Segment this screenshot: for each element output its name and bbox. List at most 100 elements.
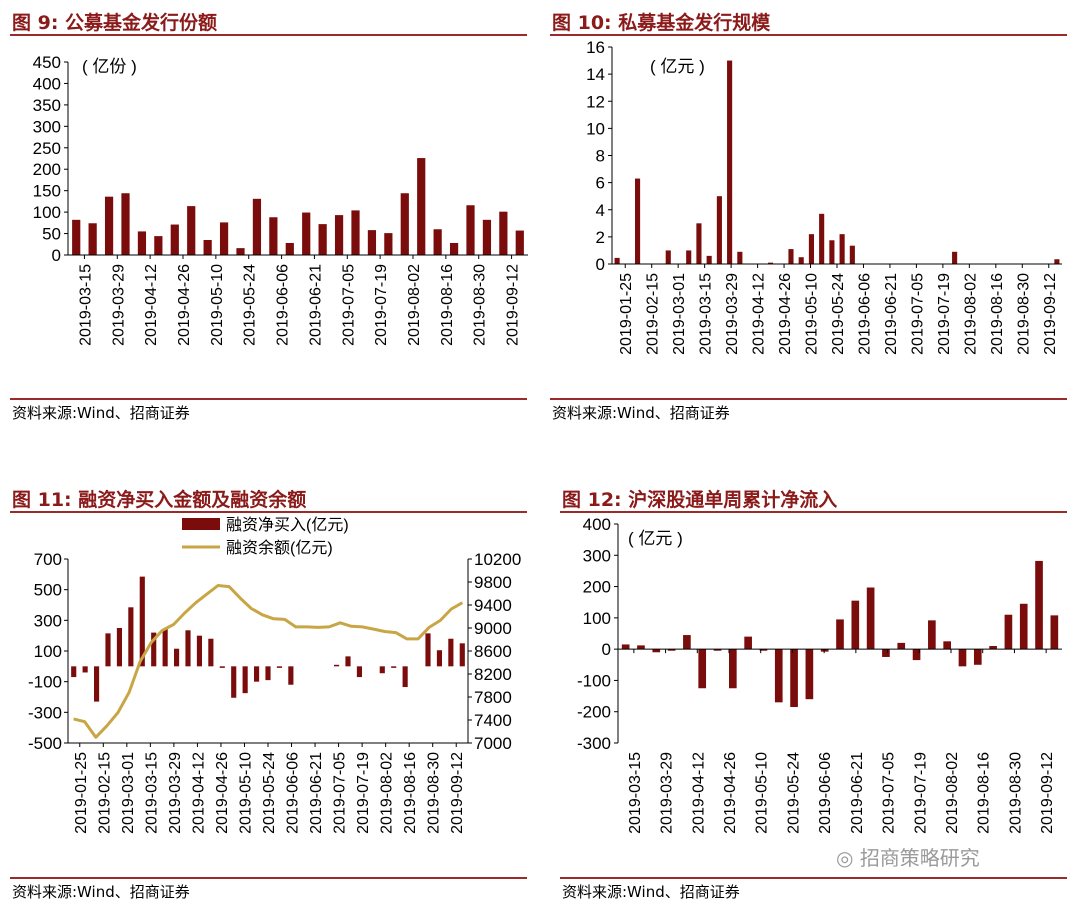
fig10-bar <box>819 213 825 264</box>
fig11-x-tick-label: 2019-03-29 <box>167 752 184 834</box>
fig12-x-tick-label: 2019-05-10 <box>754 752 771 834</box>
fig9-y-tick-label: 300 <box>33 117 61 136</box>
fig12-bar <box>759 649 768 651</box>
watermark: ◎ 招商策略研究 <box>836 846 980 870</box>
fig9-bar <box>351 210 360 255</box>
fig12-bar <box>836 619 844 650</box>
fig11-bar <box>196 635 202 667</box>
fig11-legend-label-bar: 融资净买入(亿元) <box>226 516 349 534</box>
fig9-bar <box>334 215 344 255</box>
fig11-left-tick-label: 300 <box>34 611 62 630</box>
fig10-x-tick-label: 2019-05-24 <box>830 273 847 355</box>
fig9-bar <box>302 212 311 255</box>
fig12-bar <box>912 649 921 661</box>
fig10-x-tick-label: 2019-02-15 <box>645 273 662 355</box>
fig12-bar <box>958 649 967 667</box>
fig9-bar <box>400 193 409 255</box>
fig10-bar <box>839 234 845 264</box>
fig12-x-tick-label: 2019-04-26 <box>722 752 739 834</box>
fig9-bar <box>170 224 179 255</box>
fig11-right-tick-label: 8200 <box>474 665 512 684</box>
fig9-bar <box>72 219 81 255</box>
fig9-x-tick-label: 2019-06-21 <box>307 264 324 346</box>
fig11-x-tick-label: 2019-08-16 <box>402 752 419 834</box>
fig10-y-tick-label: 16 <box>586 38 605 57</box>
fig10-x-tick-label: 2019-05-10 <box>804 273 821 355</box>
fig12-y-tick-label: -200 <box>577 703 611 722</box>
fig11-x-tick-label: 2019-08-02 <box>379 752 396 834</box>
fig12-bar <box>729 649 737 689</box>
fig9-bar <box>236 248 245 255</box>
fig12-y-tick-label: -100 <box>577 671 611 690</box>
fig10-x-tick-label: 2019-07-19 <box>936 273 953 355</box>
fig9-bar <box>449 242 459 255</box>
fig11-x-tick-label: 2019-04-26 <box>214 752 231 834</box>
fig10-x-tick-label: 2019-01-25 <box>618 273 635 355</box>
fig12-y-tick-label: 0 <box>602 640 611 659</box>
fig11-x-tick-label: 2019-04-12 <box>190 752 207 834</box>
fig11-bar <box>459 643 465 667</box>
fig12-bar <box>1050 615 1059 650</box>
fig11-left-tick-label: -300 <box>28 703 62 722</box>
fig9-bar <box>187 206 196 255</box>
fig9-y-tick-label: 150 <box>33 182 61 201</box>
fig9-x-tick-label: 2019-05-24 <box>242 264 259 346</box>
fig11-left-tick-label: 500 <box>34 581 62 600</box>
source-note-fig10: 资料来源:Wind、招商证券 <box>552 404 730 422</box>
fig11-bar <box>276 666 282 668</box>
fig12-bar <box>1004 614 1013 650</box>
fig10-y-tick-label: 14 <box>586 65 605 84</box>
fig11-bar <box>105 633 111 667</box>
fig9-bar <box>104 196 114 255</box>
fig12-bar <box>989 646 997 650</box>
fig10-unit-label: ( 亿元 ) <box>650 57 705 76</box>
fig11-right-tick-label: 9000 <box>474 619 512 638</box>
fig11-x-tick-label: 2019-01-25 <box>73 752 90 834</box>
fig11-bar <box>448 638 454 667</box>
fig10-x-tick-label: 2019-03-01 <box>671 273 688 355</box>
fig9-x-tick-label: 2019-09-12 <box>505 264 522 346</box>
fig9-bar <box>384 233 393 255</box>
fig9-bar <box>121 193 130 255</box>
fig12-bar <box>1035 560 1043 650</box>
fig11-bar <box>402 666 408 688</box>
fig9-bar <box>88 223 97 255</box>
fig10-bar <box>808 234 814 264</box>
fig10-y-tick-label: 0 <box>596 255 605 274</box>
fig9-x-tick-label: 2019-07-19 <box>373 264 390 346</box>
fig10-bar <box>727 60 733 264</box>
fig11-x-tick-label: 2019-08-30 <box>426 752 443 834</box>
fig12-bar <box>866 587 875 650</box>
fig11-right-tick-label: 9800 <box>474 573 512 592</box>
panel-title-fig12: 图 12: 沪深股通单周累计净流入 <box>562 489 838 511</box>
fig9-y-tick-label: 100 <box>33 203 61 222</box>
fig11-right-tick-label: 10200 <box>474 550 521 569</box>
fig11-right-tick-label: 8600 <box>474 642 512 661</box>
fig10-bar <box>716 196 722 264</box>
fig9-bar <box>154 236 163 255</box>
fig12-y-tick-label: 400 <box>583 515 611 534</box>
fig12-x-tick-label: 2019-09-12 <box>1039 752 1056 834</box>
fig11-bar <box>219 666 225 668</box>
fig11-x-tick-label: 2019-07-05 <box>332 752 349 834</box>
fig10-bar <box>706 255 712 264</box>
fig11-x-tick-label: 2019-06-21 <box>308 752 325 834</box>
fig11-bar <box>391 666 397 668</box>
fig9-bar <box>252 198 262 255</box>
fig9-y-tick-label: 400 <box>33 74 61 93</box>
fig9-bar <box>285 242 294 255</box>
fig12-bar <box>790 649 798 708</box>
fig11-bar <box>174 648 180 667</box>
fig9-bar <box>367 230 377 255</box>
fig11-bar <box>356 666 362 678</box>
fig12-bar <box>621 644 630 650</box>
fig9-x-tick-label: 2019-08-02 <box>406 264 423 346</box>
fig12-bar <box>973 649 982 665</box>
fig11-bar <box>254 666 260 682</box>
watermark-text: 招商策略研究 <box>859 846 980 870</box>
source-rule <box>10 877 527 879</box>
fig11-bar <box>162 628 168 667</box>
fig10-y-tick-label: 6 <box>596 174 605 193</box>
fig9-y-tick-label: 200 <box>33 160 61 179</box>
